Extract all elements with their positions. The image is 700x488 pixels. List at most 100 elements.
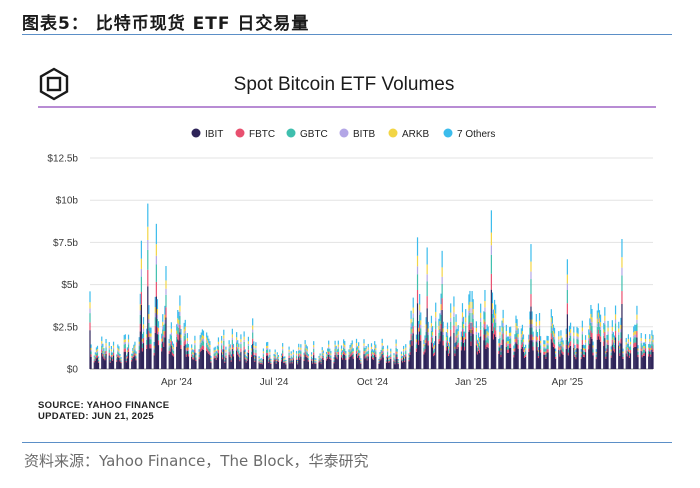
bar-segment-ibit (636, 337, 638, 369)
bar-segment-7-others (359, 350, 361, 354)
bar-segment-gbtc (337, 348, 339, 352)
bar-segment-fbtc (640, 347, 642, 351)
bar-segment-arkb (109, 358, 111, 360)
bar-segment-gbtc (371, 354, 374, 358)
bar-segment-bitb (327, 352, 329, 355)
bar-segment-7-others (510, 326, 512, 333)
bar-segment-bitb (319, 356, 321, 358)
bar-segment-arkb (574, 348, 576, 351)
bar-segment-arkb (475, 328, 477, 332)
bar-segment-fbtc (619, 353, 621, 356)
bar-segment-arkb (123, 339, 125, 343)
bar-segment-gbtc (215, 355, 217, 359)
bar-segment-bitb (470, 333, 472, 336)
bar-segment-arkb (176, 330, 178, 335)
bar-segment-gbtc (397, 361, 399, 364)
bar-segment-gbtc (191, 351, 193, 355)
bar-segment-bitb (274, 353, 276, 355)
bar-segment-ibit (580, 359, 582, 369)
bar-segment-ibit (254, 362, 256, 369)
bar-segment-ibit (590, 336, 592, 369)
bar-segment-gbtc (440, 314, 442, 324)
bar-segment-bitb (89, 308, 91, 314)
bar-segment-7-others (581, 320, 583, 328)
bar-segment-fbtc (126, 356, 129, 359)
bar-segment-gbtc (480, 321, 482, 330)
bar-segment-bitb (583, 350, 586, 352)
legend-swatch-ibit (191, 128, 201, 138)
bar-segment-arkb (157, 327, 160, 332)
bar-segment-gbtc (336, 354, 338, 358)
bar-segment-7-others (325, 351, 328, 355)
bar-segment-ibit (454, 356, 456, 369)
bar-segment-ibit (97, 362, 100, 369)
bar-segment-gbtc (349, 351, 351, 355)
bar-segment-7-others (379, 352, 381, 355)
bar-segment-ibit (405, 356, 407, 369)
bar-segment-ibit (133, 356, 135, 369)
bar-segment-gbtc (644, 343, 647, 349)
bar-segment-fbtc (591, 332, 593, 339)
bar-segment-arkb (238, 347, 240, 350)
bar-segment-arkb (125, 357, 127, 359)
bar-segment-arkb (540, 340, 542, 344)
bar-segment-gbtc (502, 326, 504, 334)
bar-segment-arkb (393, 355, 395, 357)
bar-segment-gbtc (134, 349, 136, 353)
bar-segment-fbtc (253, 352, 255, 356)
bar-segment-ibit (214, 357, 216, 369)
bar-segment-7-others (446, 322, 449, 330)
bar-segment-7-others (648, 344, 650, 348)
bar-segment-gbtc (273, 358, 275, 360)
bar-segment-ibit (528, 351, 530, 369)
bar-segment-fbtc (373, 357, 375, 360)
bar-segment-gbtc (379, 356, 381, 359)
bar-segment-7-others (431, 325, 434, 332)
bar-segment-fbtc (455, 336, 457, 342)
bar-segment-arkb (344, 344, 346, 348)
bar-segment-gbtc (124, 344, 126, 349)
bar-segment-ibit (283, 362, 285, 369)
bar-segment-gbtc (441, 283, 443, 299)
bar-segment-arkb (569, 329, 572, 333)
bar-segment-bitb (202, 339, 205, 342)
bar-segment-fbtc (490, 273, 492, 290)
bar-segment-bitb (381, 345, 383, 348)
bar-segment-7-others (411, 322, 413, 329)
figure-source: 资料来源：Yahoo Finance，The Block，华泰研究 (24, 452, 369, 470)
bar-segment-bitb (187, 349, 190, 352)
bar-segment-arkb (550, 317, 552, 323)
bar-segment-ibit (163, 346, 165, 369)
bar-segment-ibit (412, 333, 414, 369)
bar-segment-ibit (648, 356, 650, 369)
bar-segment-fbtc (266, 352, 268, 356)
bar-segment-fbtc (544, 351, 546, 355)
bar-segment-arkb (201, 334, 203, 339)
bar-segment-fbtc (558, 346, 560, 351)
bar-segment-bitb (471, 308, 473, 313)
bar-segment-bitb (251, 350, 253, 352)
bar-segment-bitb (297, 361, 299, 363)
bar-segment-ibit (295, 360, 298, 369)
bar-segment-7-others (447, 342, 450, 347)
legend: IBIT FBTC GBTC BITB ARKB 7 Others (191, 128, 495, 140)
bar-segment-gbtc (366, 356, 368, 359)
bar-segment-fbtc (118, 355, 120, 358)
bar-segment-7-others (289, 358, 291, 360)
bar-segment-ibit (238, 356, 240, 369)
bar-segment-ibit (626, 356, 628, 369)
bar-segment-fbtc (378, 362, 380, 364)
bar-segment-bitb (629, 344, 632, 347)
bar-segment-ibit (161, 351, 163, 369)
bar-segment-7-others (390, 348, 392, 352)
bar-segment-7-others (147, 203, 149, 227)
bar-segment-ibit (455, 341, 457, 369)
bar-segment-ibit (270, 363, 272, 369)
bar-segment-7-others (583, 345, 586, 349)
bar-segment-ibit (340, 357, 343, 369)
bar-segment-arkb (351, 344, 353, 347)
legend-swatch-arkb (388, 128, 398, 138)
bar-segment-bitb (123, 342, 125, 345)
bar-segment-bitb (124, 341, 126, 345)
bar-segment-bitb (275, 360, 277, 362)
